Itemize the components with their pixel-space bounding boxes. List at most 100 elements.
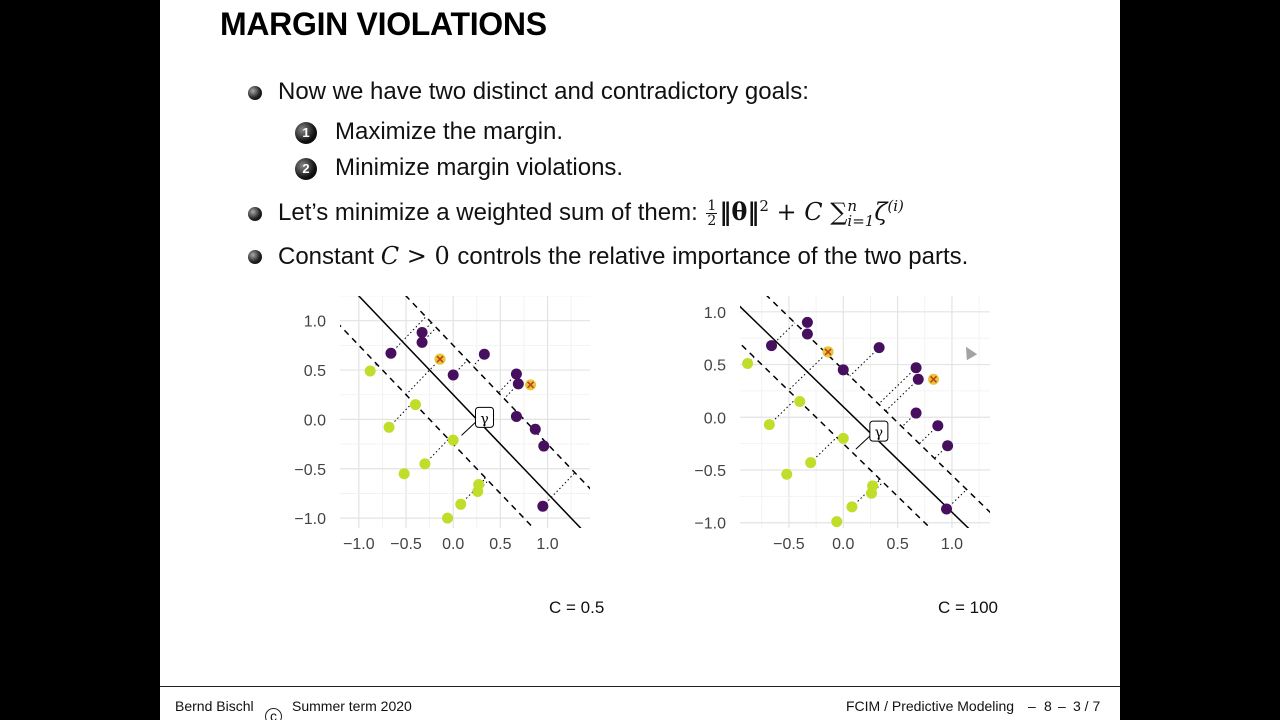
decision-boundary [357,296,582,528]
point-class-neg [846,501,858,513]
point-class-pos [837,364,849,376]
footer-course: FCIM / Predictive Modeling [846,698,1015,714]
point-class-pos [801,328,813,340]
point-class-neg [455,498,467,510]
slack-link [788,351,829,391]
point-class-neg [419,458,431,470]
norm-square: 2 [759,197,769,215]
point-class-pos [416,327,428,339]
slack-link [878,367,917,405]
slack-link [472,353,485,367]
point-class-pos [932,420,944,432]
gamma-label: γ [875,425,883,441]
slack-link [405,358,441,396]
footer-chapter-dash: – [1058,698,1066,714]
constant-rest: controls the relative importance of the … [457,243,969,270]
bullet-icon [248,207,262,221]
y-tick-label: −0.5 [694,463,726,480]
bullet-goals: Now we have two distinct and contradicto… [278,78,809,105]
point-class-pos [385,347,397,359]
zeta: ζ [874,198,888,226]
slack-link [871,481,884,494]
point-class-neg [831,516,843,528]
violator-cross-icon [527,381,535,389]
footer-author: Bernd Bischl [175,698,254,714]
caption-c-100: C = 100 [938,598,999,617]
violator-cross-icon [436,355,444,363]
point-class-pos [529,423,541,435]
bullet-icon [248,86,262,100]
gamma-box [869,420,889,442]
frac-den: 2 [707,213,717,229]
point-class-neg [398,468,410,480]
slack-link [503,383,519,400]
point-class-pos [416,336,428,348]
point-class-pos [910,407,922,419]
point-class-pos [910,362,922,374]
y-tick-label: 0.0 [704,410,726,427]
footer-chapter: 8 [1044,698,1052,714]
point-class-neg [794,395,806,407]
number-2-icon: 2 [295,158,317,180]
y-tick-label: 0.5 [304,363,326,380]
y-tick-label: −0.5 [294,462,326,479]
decision-boundary [740,305,970,528]
point-class-pos [510,368,522,380]
slack-link [934,445,948,459]
sum-top: n [847,196,858,215]
footer: Bernd Bischl c Summer term 2020 FCIM / P… [160,686,1120,720]
violator-cross-icon [824,348,832,356]
point-class-pos [801,316,813,328]
sum-symbol: ∑ [830,198,848,226]
point-class-neg [447,434,459,446]
gamma-pointer [855,434,872,450]
svm-plot-c-0-5: γ −1.0 −0.5 0.0 0.5 1.0 1.0 0.5 0.0 −0.5 −1.0 [294,296,590,553]
gamma-box [475,406,495,428]
zeta-sup: (i) [887,197,904,215]
subitem-minimize-violations: Minimize margin violations. [335,154,624,181]
point-class-pos [942,440,954,452]
caption-c-0-5: C = 0.5 [549,598,605,617]
x-tick-label: −1.0 [343,536,375,553]
point-class-neg [763,419,775,431]
y-tick-label: 1.0 [304,314,326,331]
point-class-neg [742,357,754,369]
slide-title: MARGIN VIOLATIONS [220,6,547,42]
x-tick-label: −0.5 [773,536,805,553]
slack-link [901,412,917,428]
norm-theta: ‖θ‖ [719,197,760,226]
slack-link [477,480,489,492]
point-class-neg [781,468,793,480]
slack-link [390,316,427,354]
y-tick-label: 0.0 [304,412,326,429]
slack-link [849,347,880,377]
point-class-pos [538,440,550,452]
slack-link [885,378,919,412]
plus-c: + C [768,198,831,226]
plot-area: γ [340,296,590,528]
bullet-weighted-sum: Let’s minimize a weighted sum of them: 1… [278,197,904,229]
bullet-icon [248,250,262,264]
point-class-neg [473,479,485,491]
point-class-pos [912,373,924,385]
violator-cross-icon [929,375,938,383]
subitem-maximize-margin: Maximize the margin. [335,118,564,145]
gamma-pointer [461,421,477,436]
point-class-neg [837,432,849,444]
slide: MARGIN VIOLATIONS Now we have two distin… [160,0,1120,720]
x-tick-label: 0.5 [489,536,511,553]
frac-num: 1 [706,198,718,214]
number-1-icon: 1 [295,122,317,144]
point-class-neg [409,399,421,411]
point-class-pos [512,378,524,390]
footer-chapter-dash: – [1028,698,1036,714]
bullet-constant-c: Constant C > 0 controls the relative imp… [278,242,968,271]
weighted-sum-text: Let’s minimize a weighted sum of them: [278,199,698,226]
point-class-pos [510,410,522,422]
slack-link [388,401,414,428]
point-class-neg [364,365,376,377]
point-class-neg [442,512,454,524]
y-tick-label: −1.0 [694,516,726,533]
x-tick-label: 1.0 [941,536,963,553]
